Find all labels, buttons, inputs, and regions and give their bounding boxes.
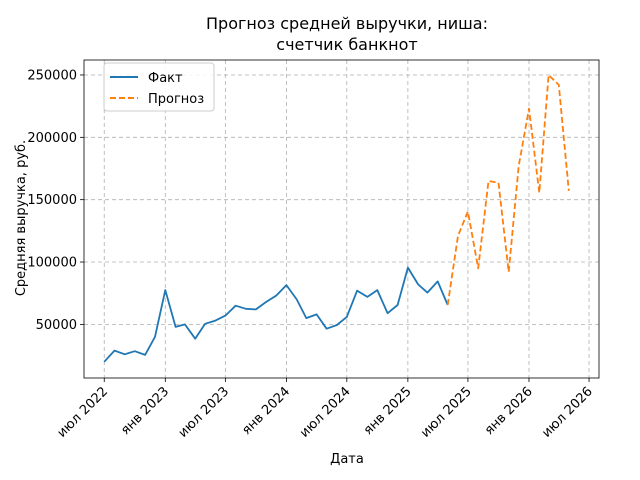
- legend-label-fact: Факт: [148, 71, 183, 86]
- y-axis-label: Средняя выручка, руб.: [14, 140, 29, 296]
- y-tick-label: 200000: [27, 131, 77, 146]
- chart-title-line2: счетчик банкнот: [276, 35, 417, 54]
- x-tick-label: июл 2026: [539, 384, 596, 441]
- chart-title-line1: Прогноз средней выручки, ниша:: [206, 14, 488, 33]
- x-tick-label: янв 2025: [361, 384, 415, 438]
- x-tick-label: янв 2023: [118, 384, 172, 438]
- series-layer: [103, 74, 570, 363]
- y-tick-label: 250000: [27, 68, 77, 83]
- y-tick-label: 150000: [27, 193, 77, 208]
- x-tick-label: июл 2023: [176, 384, 233, 441]
- x-tick-label: июл 2024: [297, 384, 354, 441]
- grid: [84, 60, 599, 378]
- series-line-forecast: [446, 74, 570, 306]
- series-line-fact: [103, 266, 449, 363]
- y-tick-label: 50000: [36, 318, 77, 333]
- x-tick-label: янв 2024: [239, 384, 293, 438]
- x-tick-label: июл 2025: [418, 384, 475, 441]
- x-axis-label: Дата: [330, 452, 364, 467]
- x-tick-label: июл 2022: [55, 384, 112, 441]
- legend: Факт Прогноз: [103, 62, 215, 112]
- plot-frame: [83, 59, 600, 379]
- y-tick-label: 100000: [27, 256, 77, 271]
- x-tick-label: янв 2026: [482, 384, 536, 438]
- legend-label-forecast: Прогноз: [148, 92, 204, 107]
